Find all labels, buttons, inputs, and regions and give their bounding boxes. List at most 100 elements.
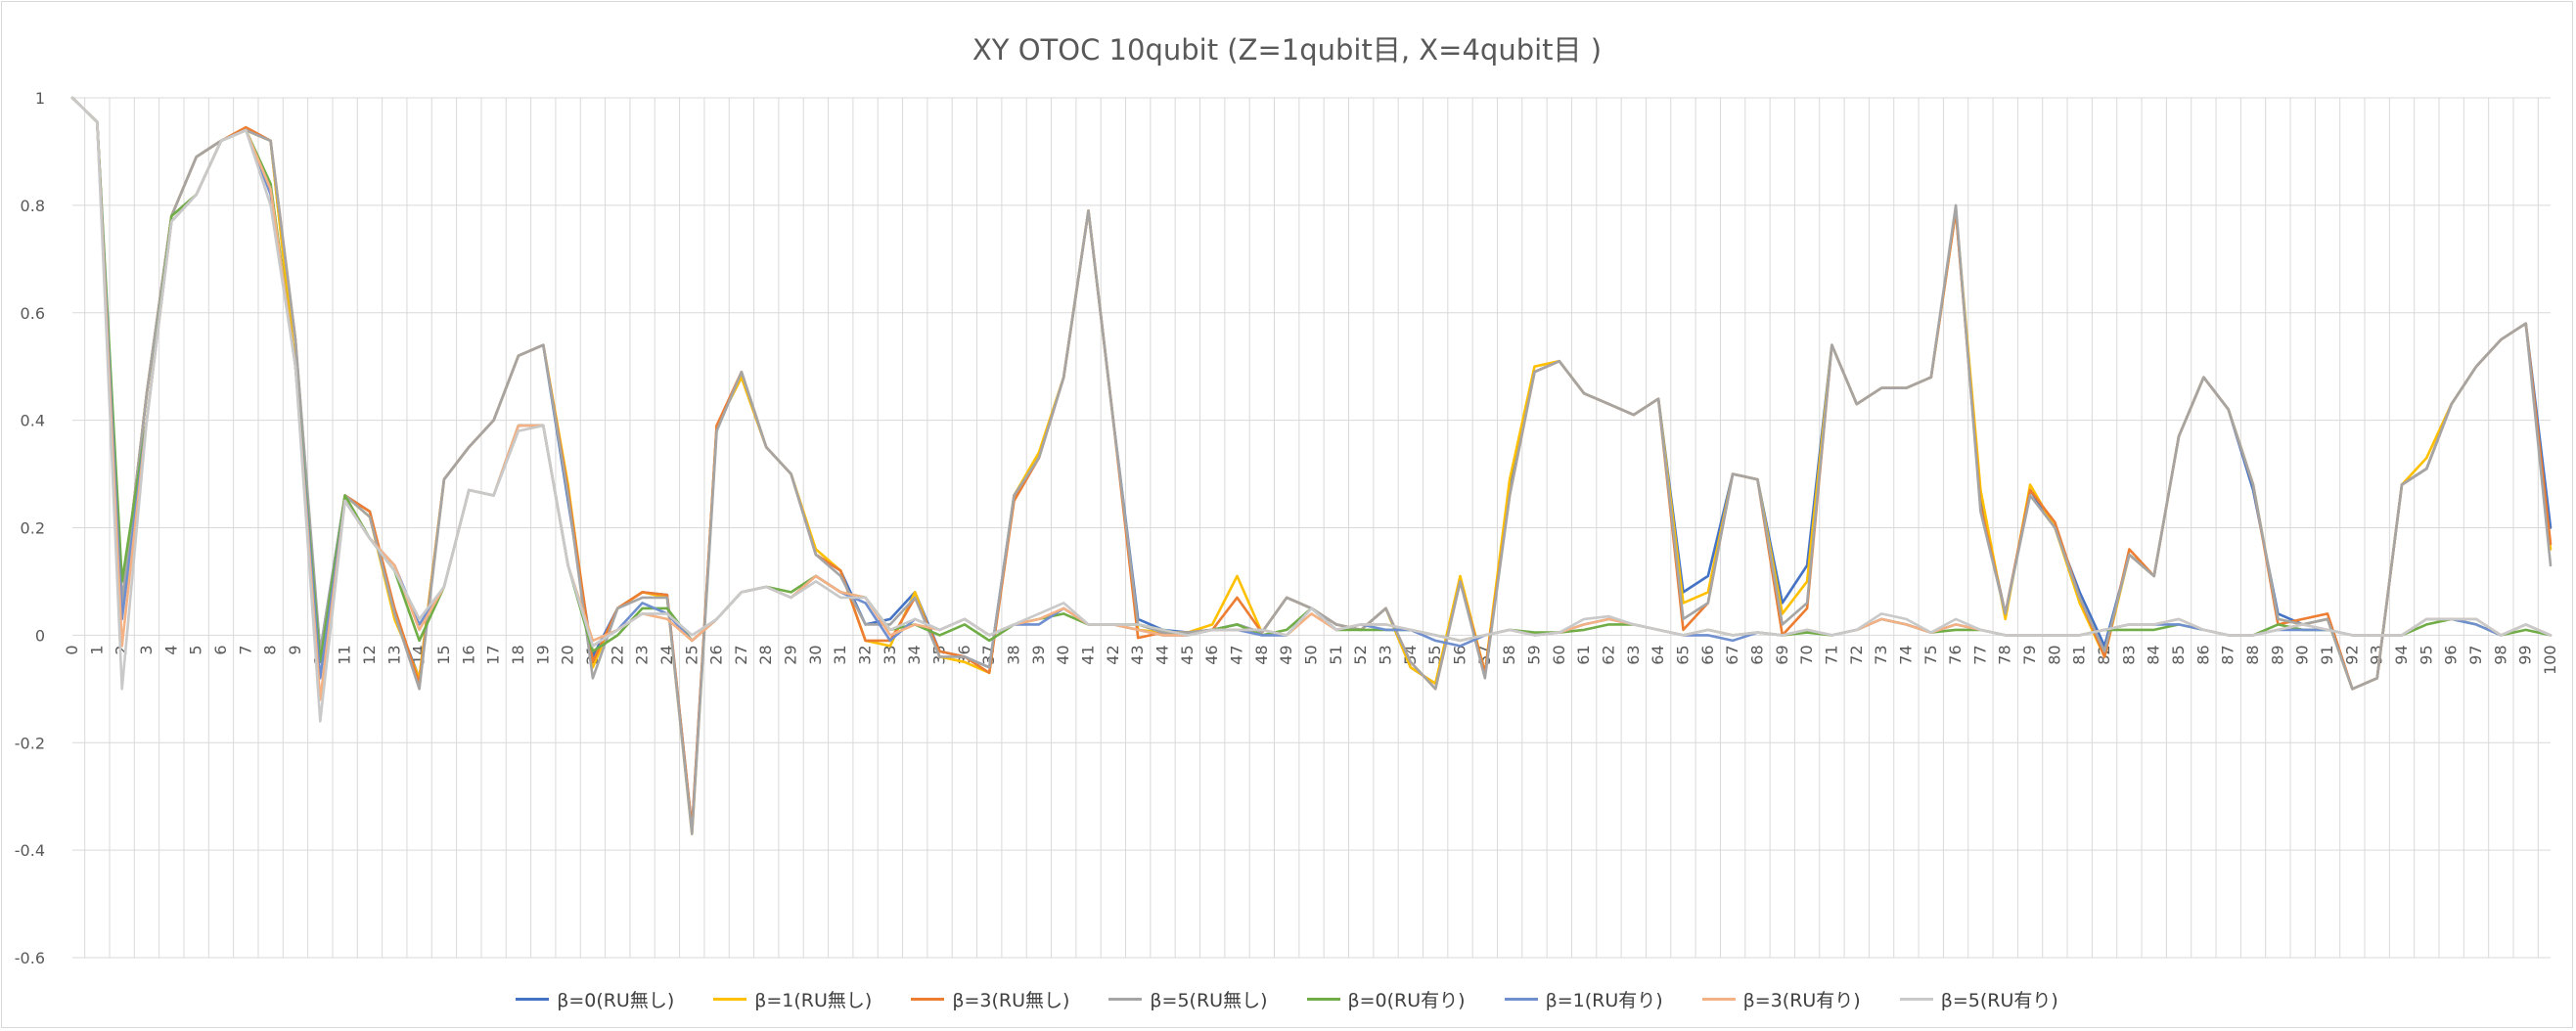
x-tick-label: 50	[1302, 645, 1321, 664]
legend-swatch	[911, 998, 945, 1001]
x-tick-label: 75	[1921, 645, 1940, 664]
series-line	[70, 96, 2553, 723]
x-tick-label: 15	[434, 645, 453, 664]
legend-label: β=1(RU有り)	[1545, 990, 1663, 1011]
x-tick-label: 53	[1376, 645, 1394, 664]
x-tick-label: 83	[2119, 645, 2138, 664]
x-tick-label: 90	[2293, 645, 2312, 664]
x-tick-label: 17	[484, 645, 503, 664]
y-tick-label: 0	[35, 626, 45, 645]
chart-title: XY OTOC 10qubit (Z=1qubit目, X=4qubit目 )	[972, 33, 1603, 67]
x-tick-label: 94	[2392, 645, 2411, 664]
legend-swatch	[1701, 998, 1736, 1001]
legend-label: β=0(RU有り)	[1347, 990, 1466, 1011]
x-tick-label: 63	[1624, 645, 1643, 664]
y-tick-label: 0.4	[21, 412, 45, 430]
x-tick-label: 11	[336, 645, 354, 664]
x-tick-label: 69	[1773, 645, 1791, 664]
x-tick-label: 61	[1574, 645, 1593, 664]
x-tick-label: 46	[1202, 645, 1221, 664]
x-tick-label: 18	[509, 645, 527, 664]
legend-item: β=0(RU無し)	[516, 986, 674, 1012]
legend-item: β=0(RU有り)	[1306, 986, 1466, 1012]
x-tick-label: 65	[1673, 645, 1692, 664]
legend-label: β=0(RU無し)	[557, 990, 675, 1011]
x-tick-label: 12	[360, 645, 379, 664]
x-tick-label: 97	[2466, 645, 2485, 664]
x-tick-label: 84	[2145, 645, 2163, 664]
x-tick-label: 26	[707, 645, 726, 664]
x-tick-label: 72	[1847, 645, 1866, 664]
x-tick-label: 38	[1005, 645, 1023, 664]
x-tick-label: 30	[806, 645, 825, 664]
x-tick-label: 3	[137, 645, 156, 654]
x-tick-label: 78	[1996, 645, 2014, 664]
x-tick-label: 74	[1896, 645, 1915, 664]
series-line	[70, 96, 2553, 830]
legend-label: β=3(RU有り)	[1742, 990, 1861, 1011]
x-tick-label: 62	[1599, 645, 1617, 664]
x-tick-label: 9	[286, 645, 304, 654]
x-tick-label: 91	[2318, 645, 2336, 664]
x-tick-label: 29	[782, 645, 800, 664]
x-tick-label: 34	[905, 645, 924, 664]
x-tick-label: 81	[2070, 645, 2089, 664]
x-tick-label: 59	[1524, 645, 1543, 664]
x-tick-label: 23	[633, 645, 652, 664]
legend-swatch	[1504, 998, 1538, 1001]
x-tick-label: 40	[1054, 645, 1072, 664]
x-tick-label: 55	[1425, 645, 1444, 664]
x-tick-label: 7	[236, 645, 254, 654]
legend-label: β=3(RU無し)	[952, 990, 1070, 1011]
y-tick-label: 1	[35, 89, 45, 108]
x-tick-label: 16	[459, 645, 477, 664]
x-tick-label: 79	[2020, 645, 2039, 664]
legend-swatch	[516, 998, 550, 1001]
x-tick-label: 60	[1550, 645, 1568, 664]
series-line	[70, 96, 2553, 835]
x-tick-label: 93	[2368, 645, 2386, 664]
x-tick-label: 44	[1153, 645, 1172, 664]
legend-item: β=1(RU無し)	[713, 986, 872, 1012]
x-tick-label: 41	[1079, 645, 1098, 664]
x-tick-label: 13	[384, 645, 403, 664]
legend-item: β=5(RU有り)	[1899, 986, 2058, 1012]
x-tick-label: 67	[1723, 645, 1741, 664]
y-tick-label: -0.6	[15, 949, 45, 967]
legend-label: β=5(RU無し)	[1150, 990, 1268, 1011]
y-tick-label: 0.8	[21, 197, 45, 215]
x-tick-label: 52	[1351, 645, 1370, 664]
x-tick-label: 45	[1178, 645, 1197, 664]
x-tick-label: 25	[682, 645, 700, 664]
x-tick-label: 48	[1252, 645, 1271, 664]
x-tick-label: 49	[1277, 645, 1295, 664]
x-tick-label: 42	[1104, 645, 1122, 664]
legend-item: β=5(RU無し)	[1108, 986, 1268, 1012]
x-tick-label: 70	[1797, 645, 1816, 664]
x-tick-label: 71	[1822, 645, 1840, 664]
x-tick-label: 95	[2417, 645, 2435, 664]
y-tick-label: -0.2	[15, 734, 45, 752]
y-tick-label: -0.4	[15, 841, 45, 860]
x-tick-label: 66	[1698, 645, 1717, 664]
x-tick-label: 92	[2342, 645, 2361, 664]
x-tick-label: 19	[533, 645, 552, 664]
x-tick-label: 87	[2219, 645, 2237, 664]
x-tick-label: 6	[211, 645, 230, 654]
x-tick-label: 1	[87, 645, 106, 654]
x-tick-label: 100	[2541, 645, 2559, 675]
series-line	[70, 96, 2553, 680]
legend-swatch	[1306, 998, 1340, 1001]
legend-item: β=1(RU有り)	[1504, 986, 1663, 1012]
legend-swatch	[1108, 998, 1143, 1001]
legend-item: β=3(RU無し)	[911, 986, 1069, 1012]
legend-item: β=3(RU有り)	[1701, 986, 1861, 1012]
x-tick-label: 22	[608, 645, 626, 664]
x-tick-label: 27	[732, 645, 750, 664]
x-tick-label: 76	[1946, 645, 1965, 664]
x-tick-label: 8	[261, 645, 280, 654]
x-tick-label: 24	[657, 645, 676, 664]
x-tick-label: 56	[1450, 645, 1469, 664]
